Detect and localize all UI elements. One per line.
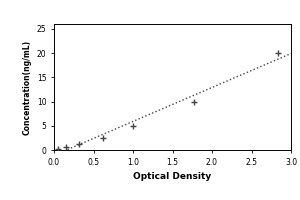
X-axis label: Optical Density: Optical Density	[134, 172, 212, 181]
Y-axis label: Concentration(ng/mL): Concentration(ng/mL)	[22, 39, 31, 135]
